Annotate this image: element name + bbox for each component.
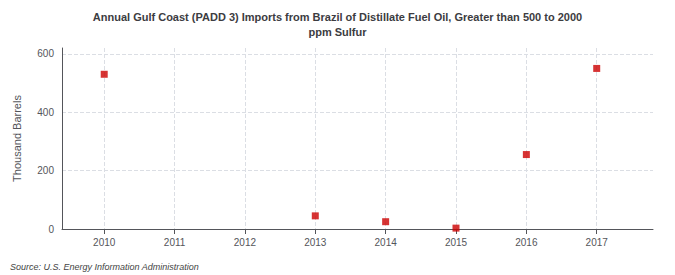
svg-text:2014: 2014 [375, 237, 398, 248]
svg-text:2013: 2013 [304, 237, 327, 248]
svg-text:0: 0 [48, 224, 54, 235]
svg-text:200: 200 [37, 165, 54, 176]
svg-text:Source: U.S. Energy Informatio: Source: U.S. Energy Information Administ… [10, 262, 199, 272]
svg-text:2016: 2016 [515, 237, 538, 248]
svg-text:Thousand Barrels: Thousand Barrels [11, 95, 23, 182]
svg-text:2011: 2011 [164, 237, 186, 248]
svg-text:2010: 2010 [93, 237, 116, 248]
svg-text:2015: 2015 [445, 237, 468, 248]
svg-text:ppm Sulfur: ppm Sulfur [308, 26, 367, 38]
svg-text:600: 600 [37, 48, 54, 59]
svg-text:Annual Gulf Coast (PADD 3) Imp: Annual Gulf Coast (PADD 3) Imports from … [93, 11, 582, 23]
svg-text:2012: 2012 [234, 237, 257, 248]
svg-text:400: 400 [37, 107, 54, 118]
svg-text:2017: 2017 [586, 237, 609, 248]
